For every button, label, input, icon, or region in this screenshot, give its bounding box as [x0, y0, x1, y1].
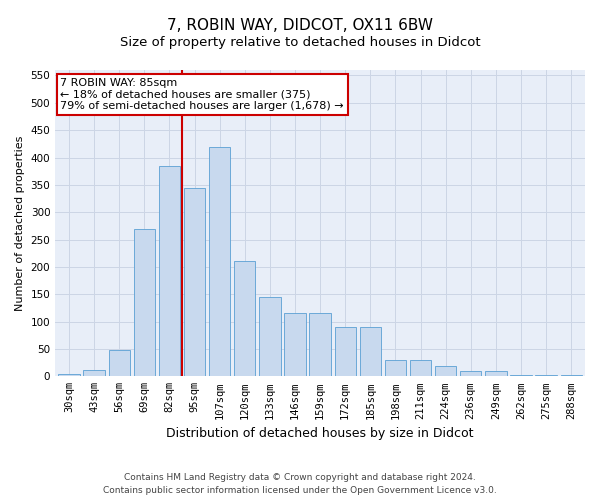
Text: Size of property relative to detached houses in Didcot: Size of property relative to detached ho…	[119, 36, 481, 49]
Bar	[385, 360, 406, 376]
Bar	[310, 314, 331, 376]
Bar	[259, 297, 281, 376]
Bar	[209, 146, 230, 376]
Text: Contains HM Land Registry data © Crown copyright and database right 2024.
Contai: Contains HM Land Registry data © Crown c…	[103, 474, 497, 495]
Bar	[134, 228, 155, 376]
Bar	[83, 370, 105, 376]
Bar	[159, 166, 180, 376]
Bar	[435, 366, 457, 376]
Text: 7, ROBIN WAY, DIDCOT, OX11 6BW: 7, ROBIN WAY, DIDCOT, OX11 6BW	[167, 18, 433, 32]
Bar	[234, 262, 256, 376]
Bar	[58, 374, 80, 376]
Bar	[460, 371, 481, 376]
Bar	[410, 360, 431, 376]
Bar	[560, 374, 582, 376]
Bar	[109, 350, 130, 376]
Bar	[184, 188, 205, 376]
X-axis label: Distribution of detached houses by size in Didcot: Distribution of detached houses by size …	[166, 427, 474, 440]
Bar	[359, 327, 381, 376]
Bar	[335, 327, 356, 376]
Y-axis label: Number of detached properties: Number of detached properties	[15, 136, 25, 311]
Bar	[284, 314, 305, 376]
Text: 7 ROBIN WAY: 85sqm
← 18% of detached houses are smaller (375)
79% of semi-detach: 7 ROBIN WAY: 85sqm ← 18% of detached hou…	[61, 78, 344, 111]
Bar	[485, 371, 506, 376]
Bar	[510, 374, 532, 376]
Bar	[535, 374, 557, 376]
